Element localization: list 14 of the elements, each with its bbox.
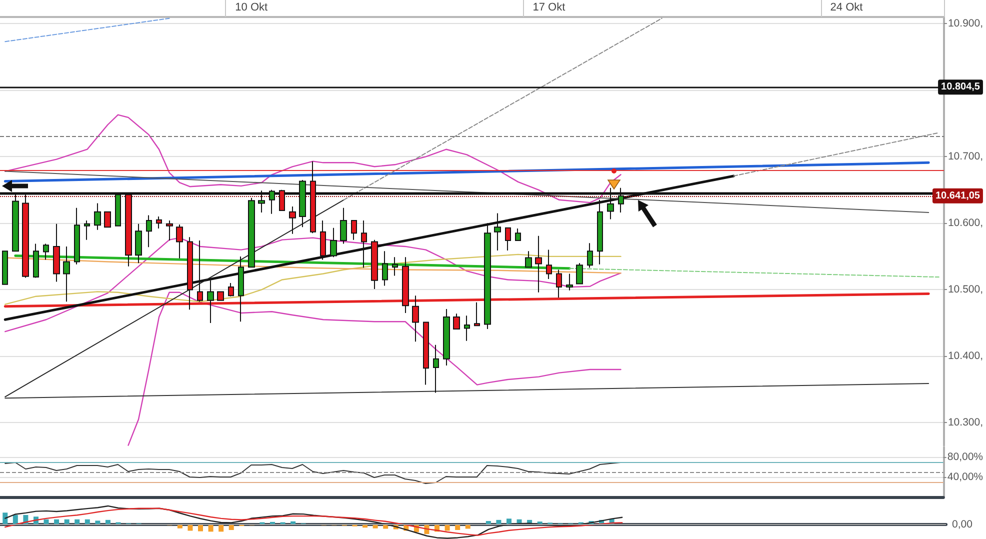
x-tick-label: 17 Okt — [532, 2, 566, 14]
x-tick-label: 10 Okt — [235, 2, 268, 14]
y-tick-label: 80,00% — [947, 451, 984, 463]
y-tick-label: 10.400, — [948, 350, 984, 362]
y-tick-label: 10.500, — [948, 284, 984, 296]
ref-line-label: 0,00 — [952, 518, 973, 530]
y-tick-label: 10.600, — [948, 217, 984, 230]
y-tick-label: 10.900, — [948, 18, 984, 30]
ref-line-label: 10.804,5 — [941, 82, 980, 93]
y-tick-label: 10.300, — [948, 416, 984, 429]
x-tick-label: 24 Okt — [830, 2, 863, 14]
y-tick-label: 10.700, — [948, 150, 984, 163]
y-tick-label: 40,00% — [947, 471, 984, 483]
ref-line-label: 10.641,05 — [935, 190, 980, 202]
